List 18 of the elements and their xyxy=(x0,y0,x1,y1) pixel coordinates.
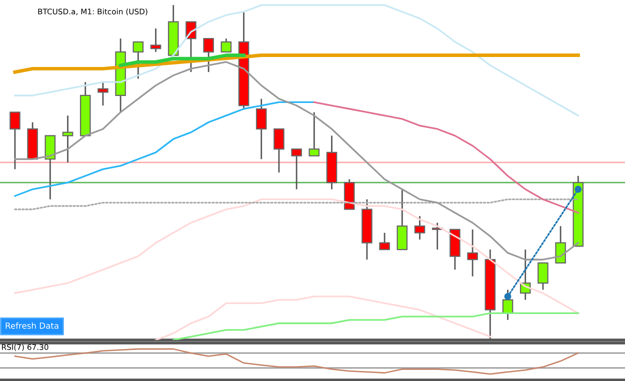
candlestick xyxy=(379,232,390,250)
candlestick xyxy=(414,215,426,240)
candlestick xyxy=(10,112,20,170)
candlestick xyxy=(538,262,548,290)
candlestick xyxy=(132,41,144,80)
candlestick xyxy=(274,128,284,174)
candlestick xyxy=(396,188,408,250)
candlestick xyxy=(555,225,566,264)
candlestick xyxy=(220,38,232,53)
candlestick xyxy=(308,112,320,156)
candlestick xyxy=(256,98,267,160)
candlestick xyxy=(203,38,214,73)
candlestick xyxy=(44,134,56,200)
candlestick xyxy=(291,148,302,190)
annotation: Refresh Data xyxy=(6,322,58,329)
candlestick xyxy=(467,228,478,278)
candlestick xyxy=(150,28,162,53)
candlestick xyxy=(98,81,108,106)
